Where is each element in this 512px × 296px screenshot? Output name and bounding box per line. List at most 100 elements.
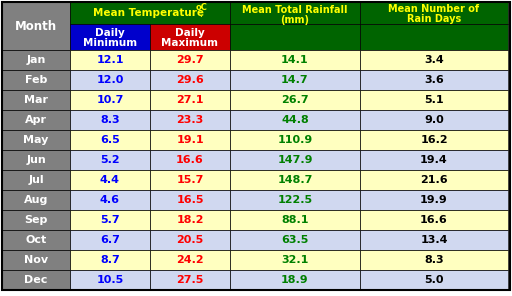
Text: 4.4: 4.4 — [100, 175, 120, 185]
Bar — [360, 50, 508, 70]
Bar — [230, 250, 360, 270]
Text: Daily: Daily — [95, 28, 125, 38]
Text: 14.7: 14.7 — [281, 75, 309, 85]
Text: 4.6: 4.6 — [100, 195, 120, 205]
Bar — [2, 270, 70, 290]
Text: 88.1: 88.1 — [281, 215, 309, 225]
Text: 44.8: 44.8 — [281, 115, 309, 125]
Text: 148.7: 148.7 — [278, 175, 313, 185]
Text: 19.9: 19.9 — [420, 195, 448, 205]
Bar — [150, 50, 230, 70]
Bar — [230, 230, 360, 250]
Bar — [230, 2, 360, 24]
Text: 19.4: 19.4 — [420, 155, 448, 165]
Bar — [2, 230, 70, 250]
Text: 16.6: 16.6 — [176, 155, 204, 165]
Text: oC: oC — [196, 3, 208, 12]
Bar — [70, 150, 150, 170]
Text: 16.2: 16.2 — [420, 135, 448, 145]
Text: 8.3: 8.3 — [100, 115, 120, 125]
Text: 15.7: 15.7 — [176, 175, 204, 185]
Bar — [2, 70, 70, 90]
Text: Nov: Nov — [24, 255, 48, 265]
Text: 19.1: 19.1 — [176, 135, 204, 145]
Bar — [360, 190, 508, 210]
Bar — [360, 230, 508, 250]
Bar — [360, 110, 508, 130]
Bar — [150, 90, 230, 110]
Text: 21.6: 21.6 — [420, 175, 448, 185]
Bar — [2, 190, 70, 210]
Bar — [70, 270, 150, 290]
Text: 5.1: 5.1 — [424, 95, 444, 105]
Bar — [360, 90, 508, 110]
Text: Month: Month — [15, 20, 57, 33]
Bar — [230, 50, 360, 70]
Bar — [70, 90, 150, 110]
Text: 9.0: 9.0 — [424, 115, 444, 125]
Text: Oct: Oct — [26, 235, 47, 245]
Text: 6.7: 6.7 — [100, 235, 120, 245]
Text: 18.9: 18.9 — [281, 275, 309, 285]
Text: Jan: Jan — [26, 55, 46, 65]
Text: 14.1: 14.1 — [281, 55, 309, 65]
Text: Mar: Mar — [24, 95, 48, 105]
Bar — [70, 2, 230, 24]
Bar — [150, 170, 230, 190]
Text: 10.7: 10.7 — [96, 95, 124, 105]
Bar — [230, 170, 360, 190]
Text: 13.4: 13.4 — [420, 235, 448, 245]
Text: Minimum: Minimum — [83, 38, 137, 48]
Bar — [70, 70, 150, 90]
Text: 3.4: 3.4 — [424, 55, 444, 65]
Bar — [70, 110, 150, 130]
Bar — [230, 90, 360, 110]
Bar — [2, 130, 70, 150]
Text: 110.9: 110.9 — [278, 135, 313, 145]
Bar — [360, 250, 508, 270]
Bar — [70, 170, 150, 190]
Text: 32.1: 32.1 — [281, 255, 309, 265]
Bar — [230, 24, 360, 50]
Text: 27.1: 27.1 — [176, 95, 204, 105]
Text: Sep: Sep — [24, 215, 48, 225]
Text: 8.3: 8.3 — [424, 255, 444, 265]
Text: 8.7: 8.7 — [100, 255, 120, 265]
Bar — [360, 270, 508, 290]
Text: 29.7: 29.7 — [176, 55, 204, 65]
Text: 18.2: 18.2 — [176, 215, 204, 225]
Text: Feb: Feb — [25, 75, 47, 85]
Text: 5.2: 5.2 — [100, 155, 120, 165]
Text: 6.5: 6.5 — [100, 135, 120, 145]
Text: 16.6: 16.6 — [420, 215, 448, 225]
Text: 10.5: 10.5 — [96, 275, 123, 285]
Bar — [150, 70, 230, 90]
Text: Dec: Dec — [24, 275, 48, 285]
Text: 12.0: 12.0 — [96, 75, 124, 85]
Text: Daily: Daily — [175, 28, 205, 38]
Text: Maximum: Maximum — [161, 38, 219, 48]
Text: 16.5: 16.5 — [176, 195, 204, 205]
Text: 23.3: 23.3 — [176, 115, 204, 125]
Bar — [150, 210, 230, 230]
Bar — [70, 50, 150, 70]
Bar — [150, 130, 230, 150]
Bar — [150, 250, 230, 270]
Text: Jun: Jun — [26, 155, 46, 165]
Bar — [2, 2, 70, 50]
Text: 5.0: 5.0 — [424, 275, 444, 285]
Text: Mean Number of: Mean Number of — [389, 4, 480, 14]
Text: May: May — [24, 135, 49, 145]
Bar — [70, 230, 150, 250]
Bar — [360, 170, 508, 190]
Text: 26.7: 26.7 — [281, 95, 309, 105]
Bar — [2, 250, 70, 270]
Text: 12.1: 12.1 — [96, 55, 124, 65]
Bar — [150, 270, 230, 290]
Text: Aug: Aug — [24, 195, 48, 205]
Text: Mean Temperature: Mean Temperature — [93, 8, 207, 18]
Bar — [2, 170, 70, 190]
Bar — [2, 50, 70, 70]
Bar — [230, 190, 360, 210]
Bar — [2, 110, 70, 130]
